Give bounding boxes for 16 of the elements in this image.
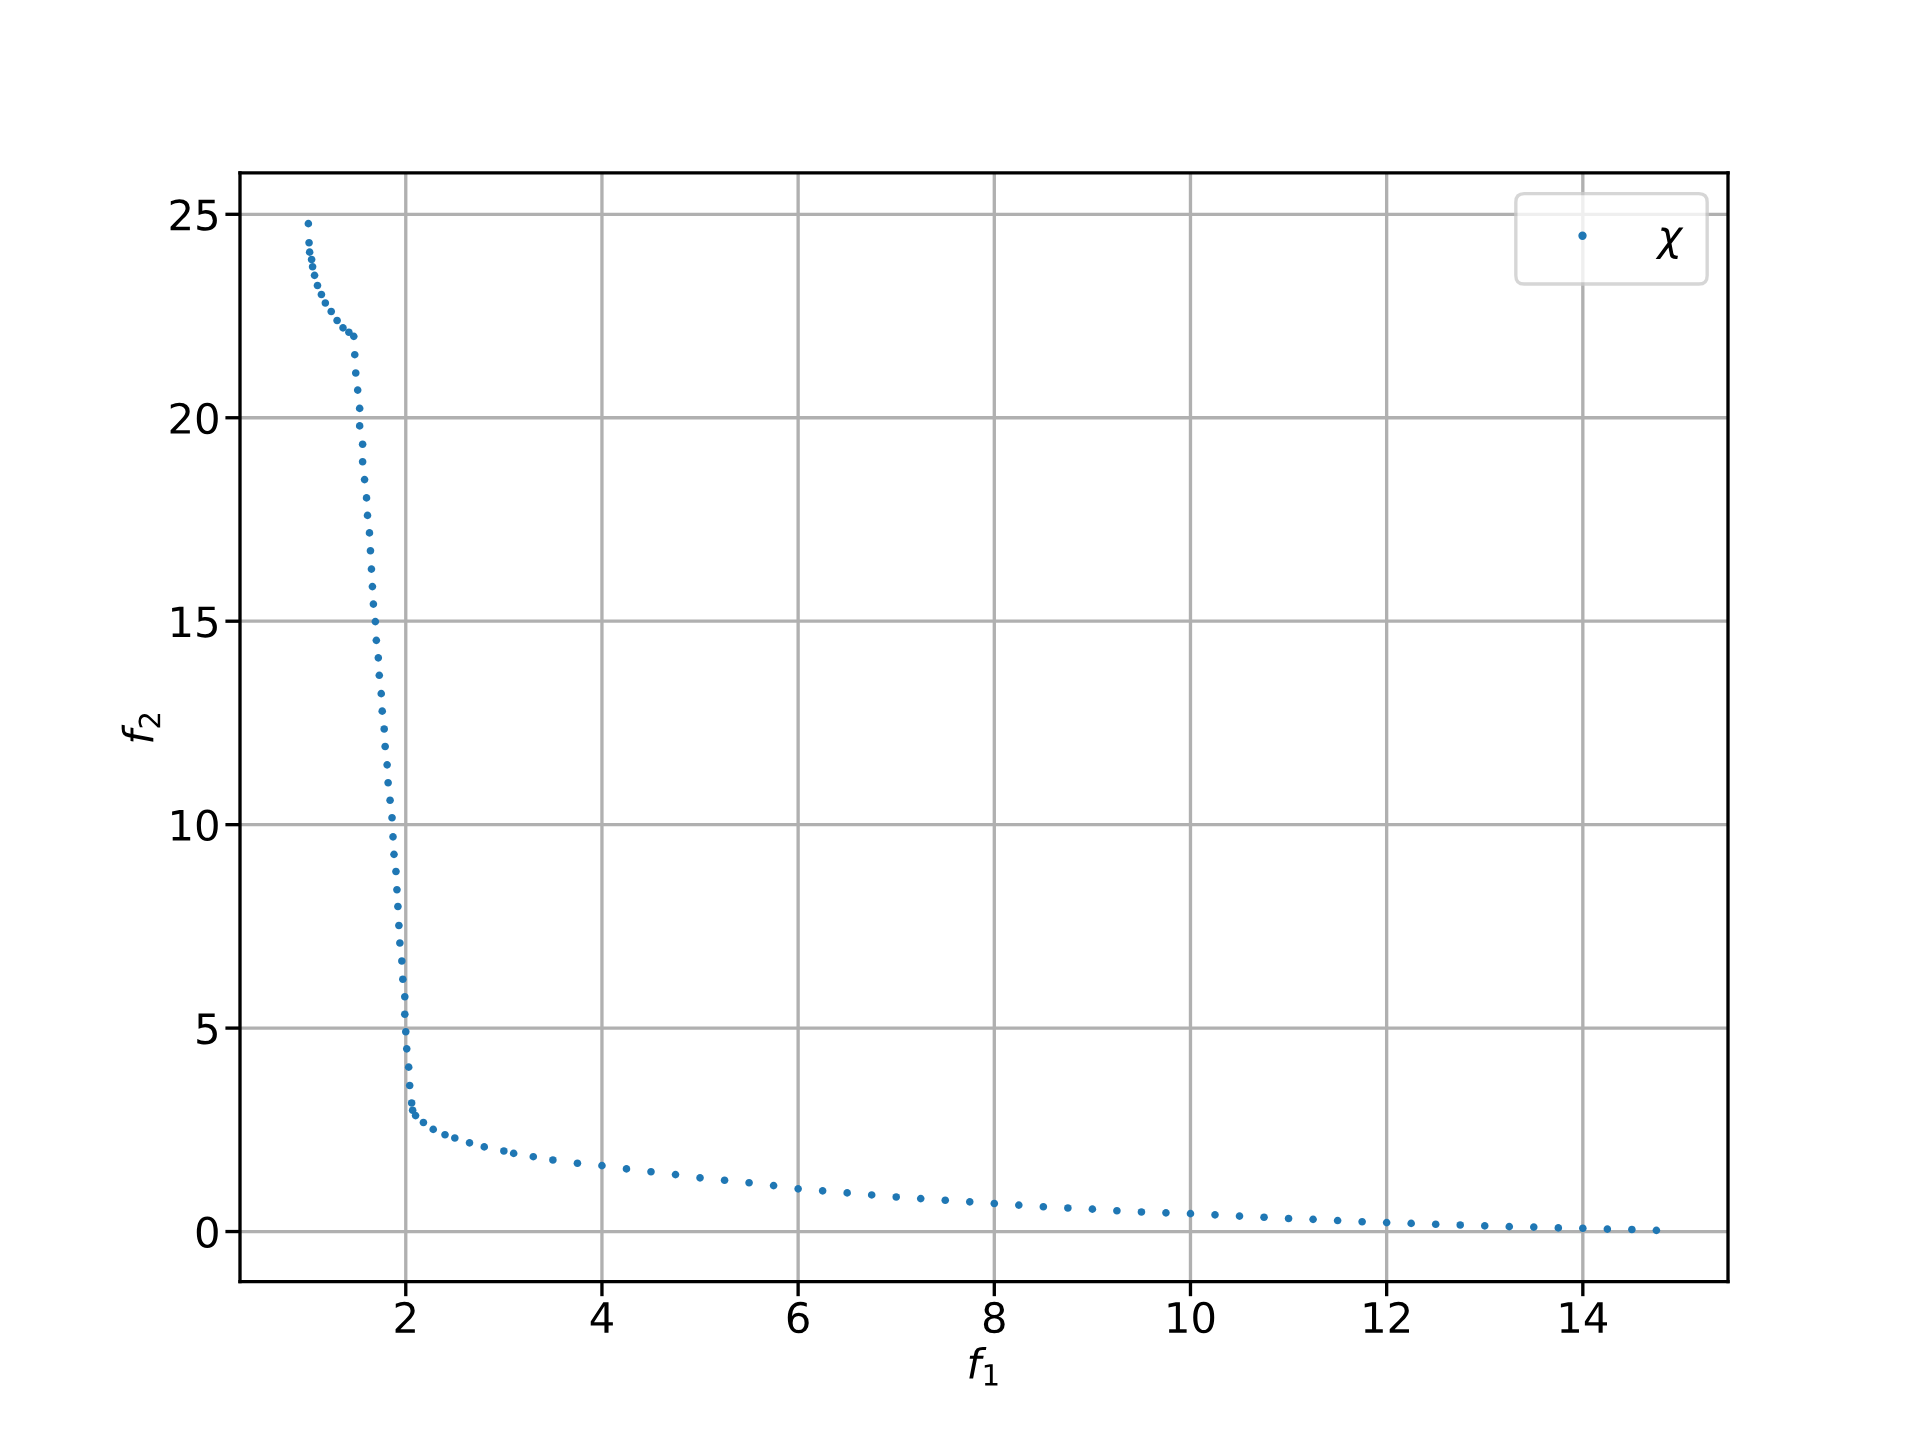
- x-tick-label: 8: [983, 1301, 1005, 1334]
- x-tick-label: 4: [590, 1302, 613, 1333]
- x-tick-label: 12: [1364, 1301, 1409, 1333]
- x-axis-title: f$_{1}$: [969, 1346, 998, 1386]
- y-axis-title: f$_{2}$: [121, 714, 161, 742]
- y-tick-label: 15: [172, 606, 217, 638]
- y-tick-label: 20: [170, 402, 218, 435]
- y-tick-label: 0: [196, 1216, 218, 1248]
- x-tick-label: 10: [1168, 1301, 1215, 1334]
- x-tick-label: 6: [787, 1301, 809, 1334]
- y-tick-label: 25: [170, 199, 217, 231]
- legend-label: χ: [1655, 227, 1684, 259]
- x-tick-label: 14: [1560, 1302, 1607, 1333]
- x-tick-label: 2: [395, 1301, 415, 1333]
- y-tick-label: 10: [172, 809, 218, 842]
- y-tick-label: 5: [197, 1013, 217, 1045]
